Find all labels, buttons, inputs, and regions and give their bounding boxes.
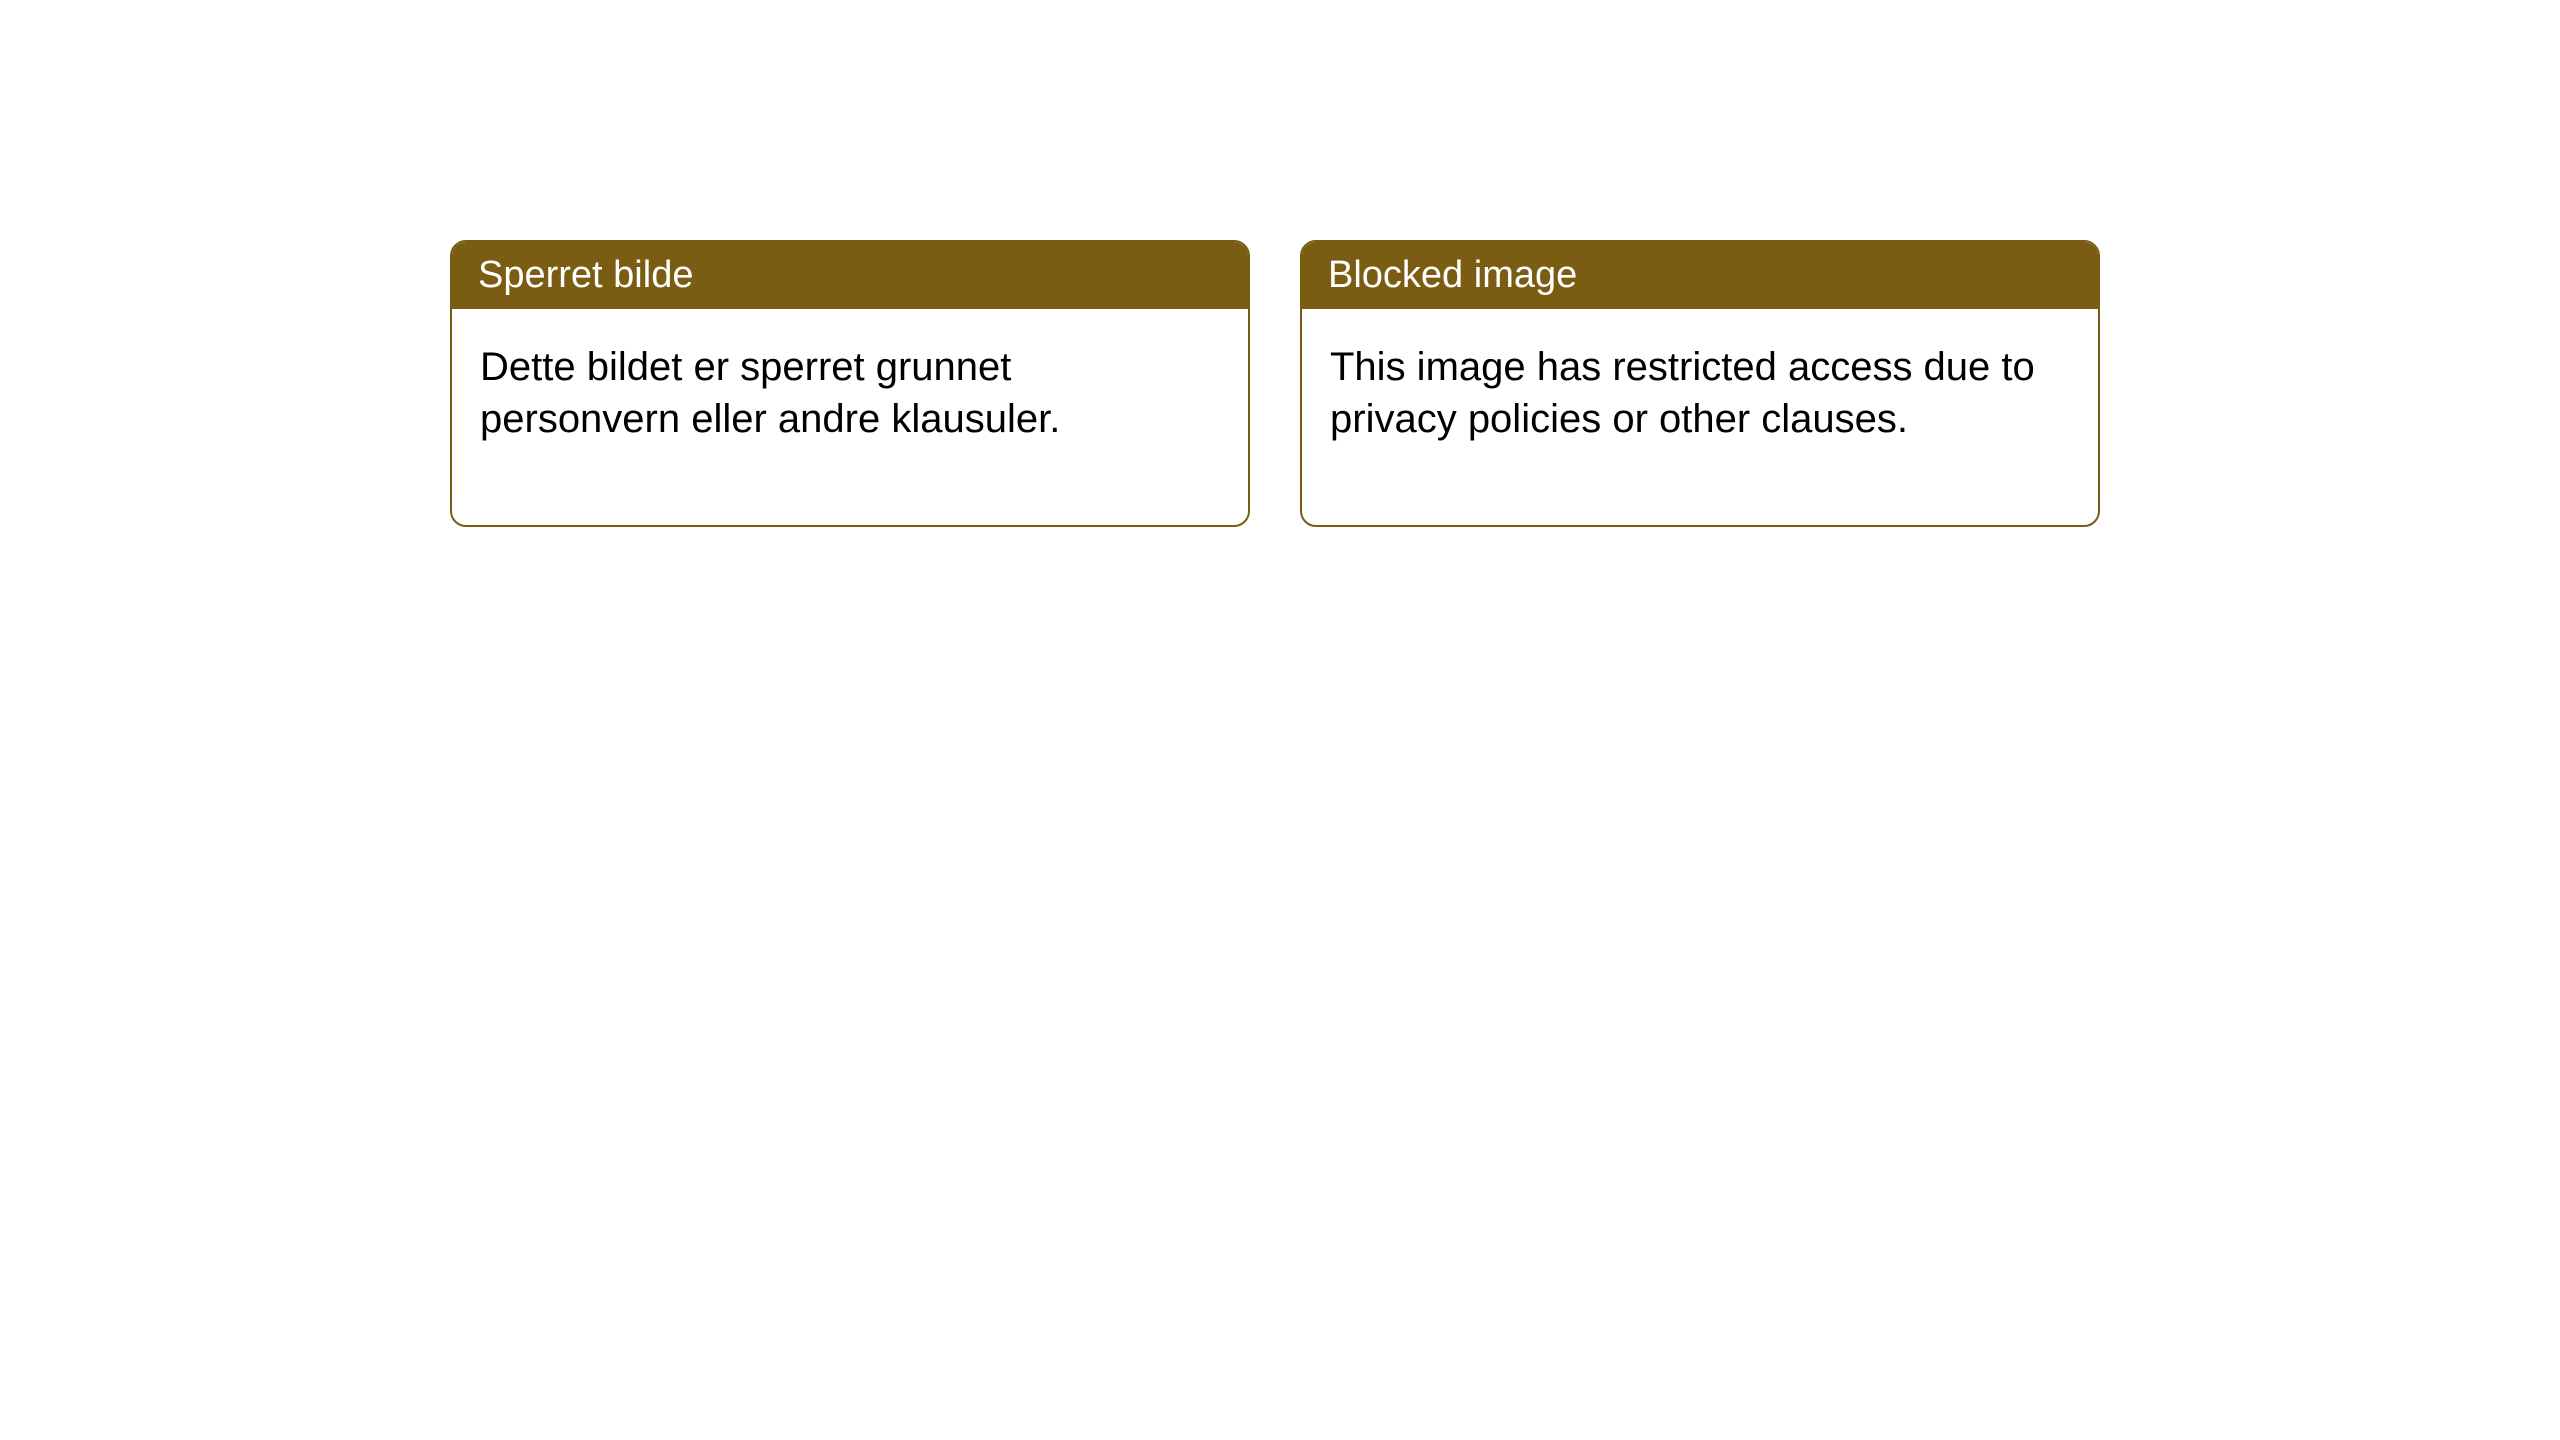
notice-box-english: Blocked image This image has restricted … [1300, 240, 2100, 527]
notice-body: Dette bildet er sperret grunnet personve… [452, 309, 1248, 525]
notice-header: Sperret bilde [452, 242, 1248, 309]
notice-body-text: Dette bildet er sperret grunnet personve… [480, 345, 1060, 441]
notice-header: Blocked image [1302, 242, 2098, 309]
notice-body: This image has restricted access due to … [1302, 309, 2098, 525]
notice-title: Blocked image [1328, 254, 1577, 296]
notice-body-text: This image has restricted access due to … [1330, 345, 2035, 441]
notice-title: Sperret bilde [478, 254, 693, 296]
notice-container: Sperret bilde Dette bildet er sperret gr… [0, 0, 2560, 527]
notice-box-norwegian: Sperret bilde Dette bildet er sperret gr… [450, 240, 1250, 527]
